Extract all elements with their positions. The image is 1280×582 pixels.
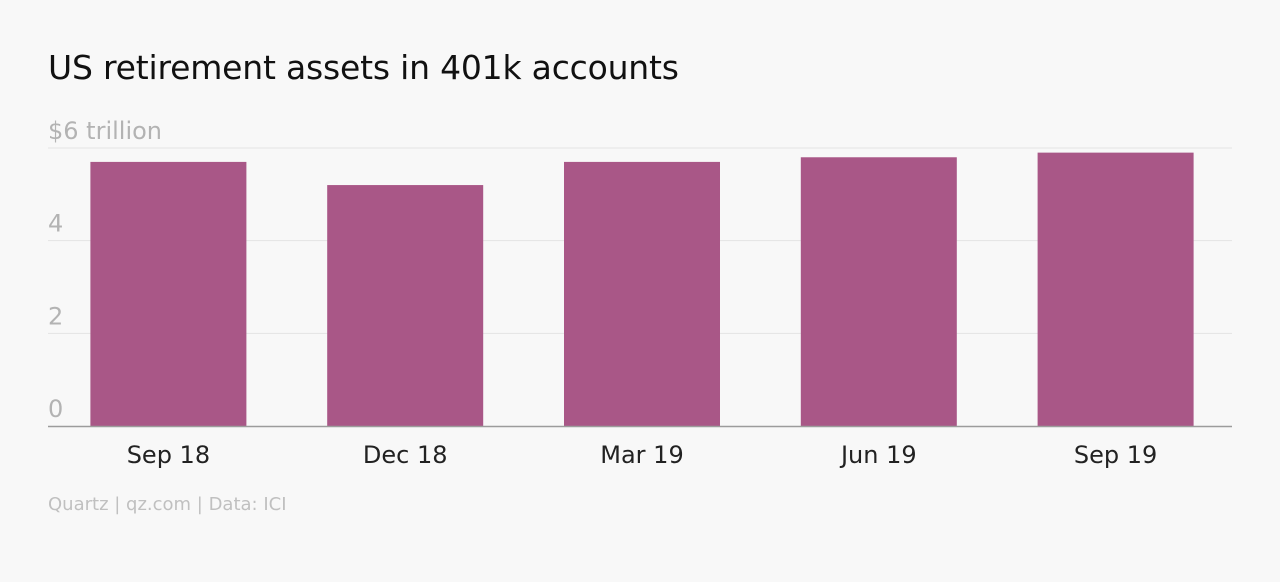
chart-title: US retirement assets in 401k accounts <box>48 48 679 87</box>
y-tick-label: $6 trillion <box>48 117 162 145</box>
y-tick-label: 4 <box>48 210 63 238</box>
bar-mar-19 <box>564 161 720 426</box>
y-tick-label: 2 <box>48 302 63 330</box>
bar-jun-19 <box>800 157 957 426</box>
bar-sep-18 <box>90 161 247 426</box>
y-tick-label: 0 <box>48 395 63 423</box>
y-axis-tick-labels: 0 2 4 $6 trillion <box>48 117 162 423</box>
x-tick-label: Sep 19 <box>1074 441 1157 469</box>
bar-dec-18 <box>327 185 484 426</box>
bar-sep-19 <box>1037 152 1194 426</box>
source-credit: Quartz | qz.com | Data: ICI <box>48 494 287 515</box>
x-axis-category-labels: Sep 18 Dec 18 Mar 19 Jun 19 Sep 19 <box>127 441 1158 469</box>
bars <box>90 152 1194 426</box>
x-tick-label: Dec 18 <box>363 441 448 469</box>
x-tick-label: Mar 19 <box>600 441 683 469</box>
x-tick-label: Sep 18 <box>127 441 210 469</box>
x-tick-label: Jun 19 <box>839 441 917 469</box>
